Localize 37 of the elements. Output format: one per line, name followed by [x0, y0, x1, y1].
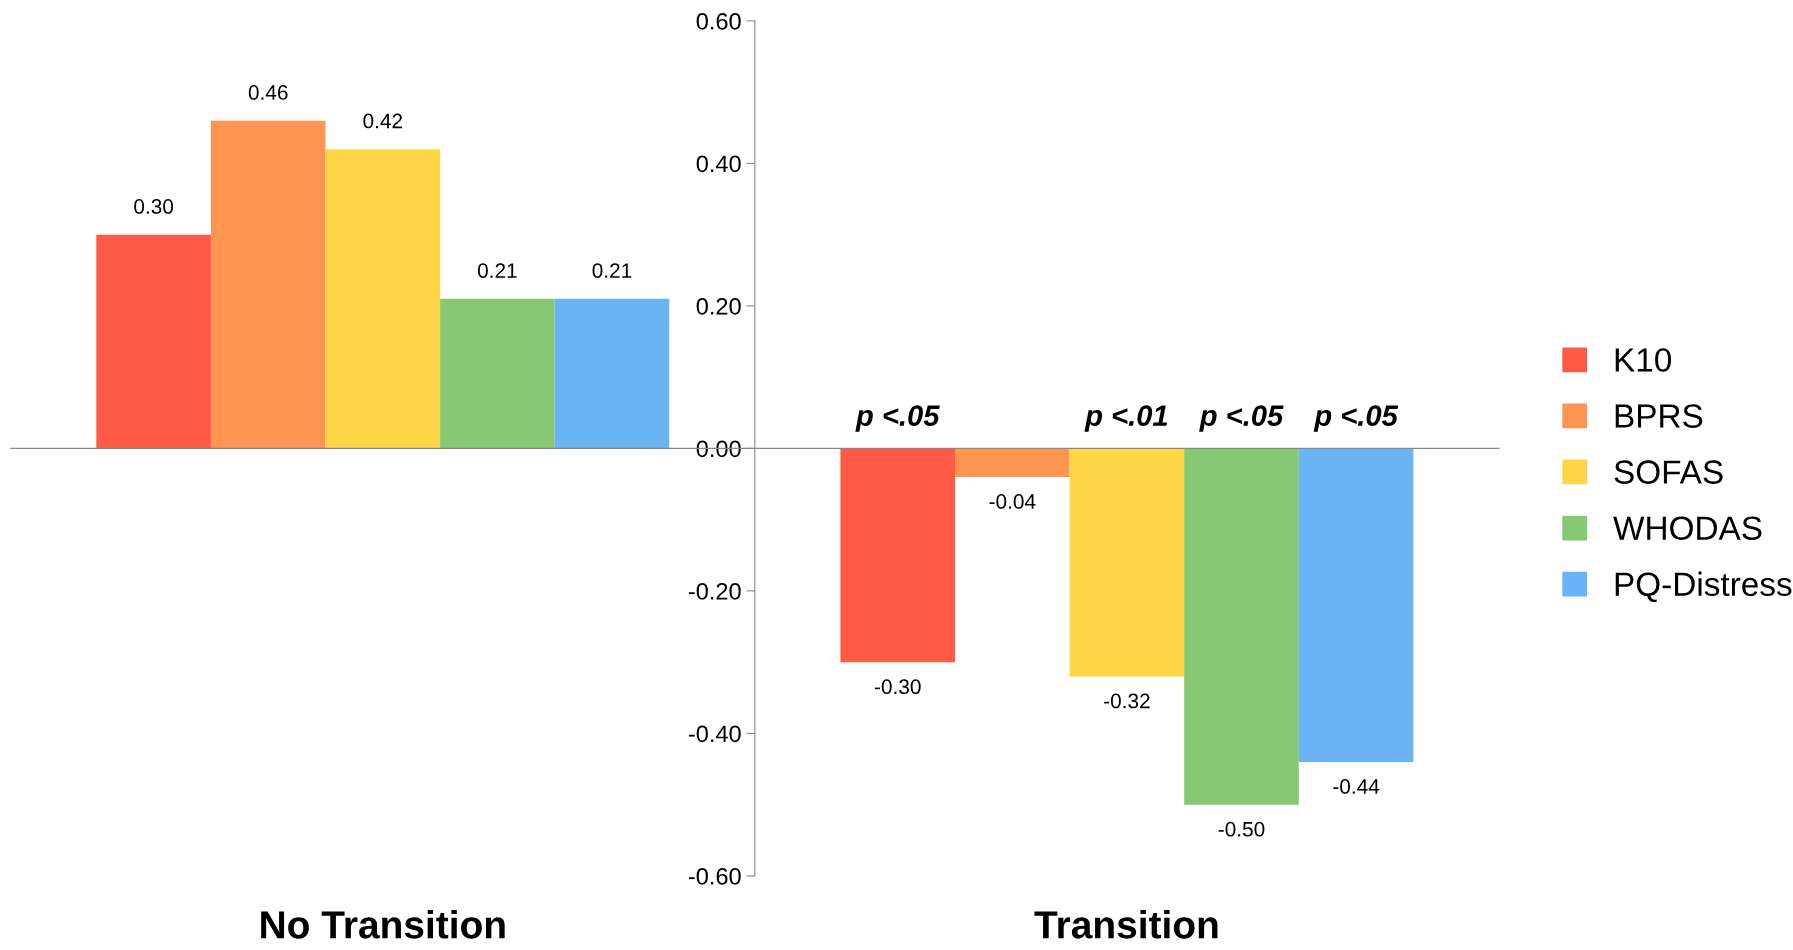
y-tick-label: 0.60: [696, 12, 741, 30]
bar: [554, 298, 670, 449]
data-label: 0.21: [592, 263, 632, 278]
data-label: 0.30: [134, 199, 174, 214]
annotation: p <.05: [855, 405, 940, 432]
legend-label: PQ-Distress: [1615, 571, 1792, 603]
legend-label: BPRS: [1615, 404, 1703, 428]
y-tick-label: 0.40: [696, 155, 741, 173]
bar: [1298, 448, 1414, 762]
bar: [96, 234, 211, 449]
data-label: -0.04: [989, 494, 1036, 509]
data-label: 0.46: [248, 85, 288, 100]
y-tick-label: -0.40: [688, 725, 741, 743]
bar: [210, 120, 326, 449]
y-tick-label: -0.20: [688, 582, 741, 600]
bar: [325, 149, 441, 449]
legend-label: K10: [1615, 348, 1672, 372]
y-tick-label: 0.20: [696, 297, 741, 315]
data-label: 0.21: [477, 263, 517, 278]
data-label: -0.44: [1333, 779, 1380, 794]
annotation: p <.05: [1313, 405, 1399, 432]
x-tick-label: No Transition: [261, 910, 505, 939]
bar: [955, 448, 1070, 477]
data-label: 0.42: [363, 113, 403, 129]
data-label: -0.32: [1104, 693, 1150, 709]
bar: [1069, 448, 1185, 677]
legend-label: SOFAS: [1614, 460, 1723, 484]
bar: [440, 298, 555, 449]
bar: [1184, 448, 1299, 805]
data-label: -0.30: [874, 679, 921, 695]
data-label: -0.50: [1218, 821, 1265, 837]
annotation: p <.01: [1084, 405, 1168, 432]
legend-label: WHODAS: [1613, 516, 1762, 541]
y-tick-label: -0.60: [688, 867, 741, 885]
bar: [840, 448, 956, 663]
annotation: p <.05: [1199, 405, 1284, 432]
x-tick-label: Transition: [1034, 910, 1218, 939]
